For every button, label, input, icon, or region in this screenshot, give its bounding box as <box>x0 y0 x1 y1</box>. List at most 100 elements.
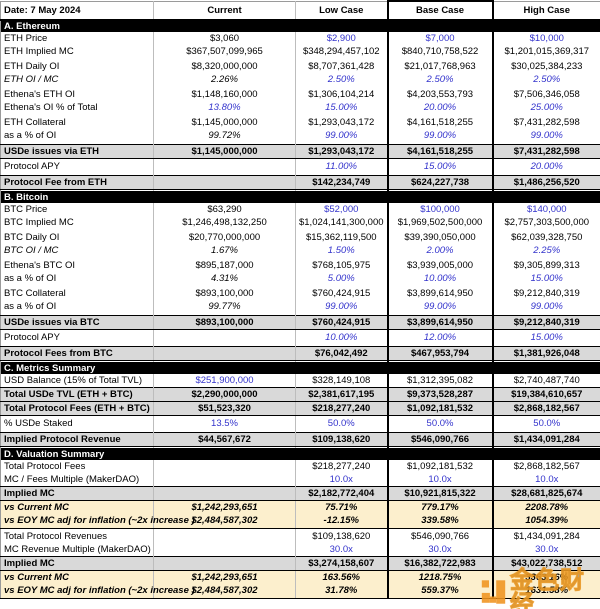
table-row: % USDe Staked 13.5% 50.0% 50.0% 50.0% <box>1 417 600 431</box>
spacer-cell <box>295 285 388 288</box>
cell-current: 99.77% <box>153 300 296 314</box>
spacer-cell <box>492 86 600 89</box>
spacer-cell <box>492 58 600 61</box>
cell-base-case: $3,899,614,950 <box>386 287 494 301</box>
cell-low-case: 10.0x <box>295 473 388 487</box>
row-label: Ethena's BTC OI <box>4 260 75 272</box>
table-row: as a % of OI 4.31% 5.00% 10.00% 15.00% <box>1 272 600 286</box>
cell-base-case: $1,092,181,532 <box>386 460 494 474</box>
cell-current <box>153 460 296 474</box>
cell-low-case: 11.00% <box>295 160 388 174</box>
spacer-cell <box>295 142 388 145</box>
spacer-cell <box>492 446 600 449</box>
cell-current: $20,770,000,000 <box>153 231 296 245</box>
spacer-cell <box>153 257 296 260</box>
cell-low-case: $328,149,108 <box>295 374 388 388</box>
table-row: BTC Daily OI $20,770,000,000 $15,362,119,5… <box>1 231 600 245</box>
table-row: Protocol APY 10.00% 12.00% 15.00% <box>1 331 600 345</box>
cell-current: $1,145,000,000 <box>153 116 296 130</box>
cell-current: 13.5% <box>153 417 296 431</box>
spacer-cell <box>295 58 388 61</box>
cell-high-case: 10.0x <box>492 473 600 487</box>
table-row: Total Protocol Fees $218,277,240 $1,092,18… <box>1 460 600 474</box>
cell-low-case: 99.00% <box>295 300 388 314</box>
cell-low-case: 10.00% <box>295 331 388 345</box>
cell-base-case: $7,000 <box>386 32 494 46</box>
cell-current: $1,148,160,000 <box>153 88 296 102</box>
cell-high-case: 25.00% <box>492 101 600 115</box>
cell-low-case: $1,306,104,214 <box>295 88 388 102</box>
cell-high-case: 99.00% <box>492 129 600 143</box>
table-row: Protocol Fees from BTC $76,042,492 $467,95… <box>0 345 600 361</box>
table-row: Ethena's ETH OI $1,148,160,000 $1,306,104,… <box>1 88 600 102</box>
table-row: USDe issues via BTC $893,100,000 $760,424,… <box>0 314 600 330</box>
cell-base-case: $3,899,614,950 <box>386 314 494 330</box>
cell-low-case: $760,424,915 <box>295 314 388 330</box>
spacer-cell <box>492 528 600 531</box>
cell-current: $2,290,000,000 <box>153 386 296 402</box>
row-label: Total Protocol Fees <box>4 461 86 473</box>
row-label: % USDe Staked <box>4 418 73 430</box>
spacer-cell <box>153 344 296 347</box>
cell-base-case: $21,017,768,963 <box>386 60 494 74</box>
section-header-row: D. Valuation Summary <box>0 448 600 461</box>
table-row: as a % of OI 99.77% 99.00% 99.00% 99.00% <box>1 300 600 314</box>
cell-base-case: $4,161,518,255 <box>386 143 494 159</box>
cell-base-case: 2.00% <box>386 244 494 258</box>
spacer-cell <box>386 173 494 176</box>
spacer-cell <box>492 415 600 418</box>
spacer-cell <box>295 86 388 89</box>
row-label: USD Balance (15% of Total TVL) <box>4 374 142 386</box>
spacer-cell <box>492 329 600 332</box>
table-row: ETH OI / MC 2.26% 2.50% 2.50% 2.50% <box>1 73 600 87</box>
spacer-cell <box>386 446 494 449</box>
cell-high-case: $7,431,282,598 <box>492 116 600 130</box>
cell-current: $1,246,498,132,250 <box>153 216 296 230</box>
cell-low-case: $109,138,620 <box>295 431 388 447</box>
cell-current: 99.72% <box>153 129 296 143</box>
cell-current: 13.80% <box>153 101 296 115</box>
spacer-cell <box>295 528 388 531</box>
row-label: Ethena's OI % of Total <box>4 102 98 114</box>
spacer-cell <box>153 114 296 117</box>
row-label: BTC Price <box>4 204 48 216</box>
cell-current: $251,900,000 <box>153 374 296 388</box>
cell-high-case: $30,025,384,233 <box>492 60 600 74</box>
cell-high-case: 2.25% <box>492 244 600 258</box>
row-label: Protocol Fee from ETH <box>0 174 154 190</box>
table-row: ETH Daily OI $8,320,000,000 $8,707,361,428… <box>1 60 600 74</box>
spacer-cell <box>295 229 388 232</box>
cell-high-case: 3363.16% <box>492 570 600 585</box>
row-label: ETH Price <box>4 33 48 45</box>
header-row: Date: 7 May 2024 Current Low Case Base C… <box>0 0 600 21</box>
cell-low-case: $218,277,240 <box>295 400 388 416</box>
cell-low-case: $1,293,043,172 <box>295 116 388 130</box>
cell-high-case: $7,431,282,598 <box>492 143 600 159</box>
spacer-row <box>1 360 600 363</box>
cell-current <box>153 530 296 544</box>
cell-base-case: $840,710,758,522 <box>386 45 494 59</box>
cell-current <box>153 331 296 345</box>
cell-base-case: $4,203,553,793 <box>386 88 494 102</box>
row-label: vs EOY MC adj for inflation (~2x increas… <box>0 584 195 599</box>
column-header-current: Current <box>153 1 296 21</box>
cell-base-case: $467,953,794 <box>386 345 494 361</box>
cell-current: $8,320,000,000 <box>153 60 296 74</box>
cell-low-case: $76,042,492 <box>295 345 388 361</box>
table-row: as a % of OI 99.72% 99.00% 99.00% 99.00% <box>1 129 600 143</box>
row-label: USDe issues via ETH <box>0 143 154 159</box>
cell-low-case: 31.78% <box>295 584 388 599</box>
spacer-cell <box>295 430 388 433</box>
spacer-row <box>1 528 600 531</box>
table-row: Total Protocol Fees (ETH + BTC) $51,523,3… <box>0 400 600 416</box>
spacer-row <box>1 114 600 117</box>
row-label: MC / Fees Multiple (MakerDAO) <box>4 473 140 485</box>
spacer-cell <box>295 114 388 117</box>
cell-current <box>153 485 296 501</box>
spacer-cell <box>153 528 296 531</box>
spacer-cell <box>295 158 388 161</box>
table-row: vs Current MC $1,242,293,651 163.56% 1218.7… <box>0 570 600 585</box>
cell-base-case: $9,373,528,287 <box>386 386 494 402</box>
column-header-base-case: Base Case <box>386 0 494 21</box>
